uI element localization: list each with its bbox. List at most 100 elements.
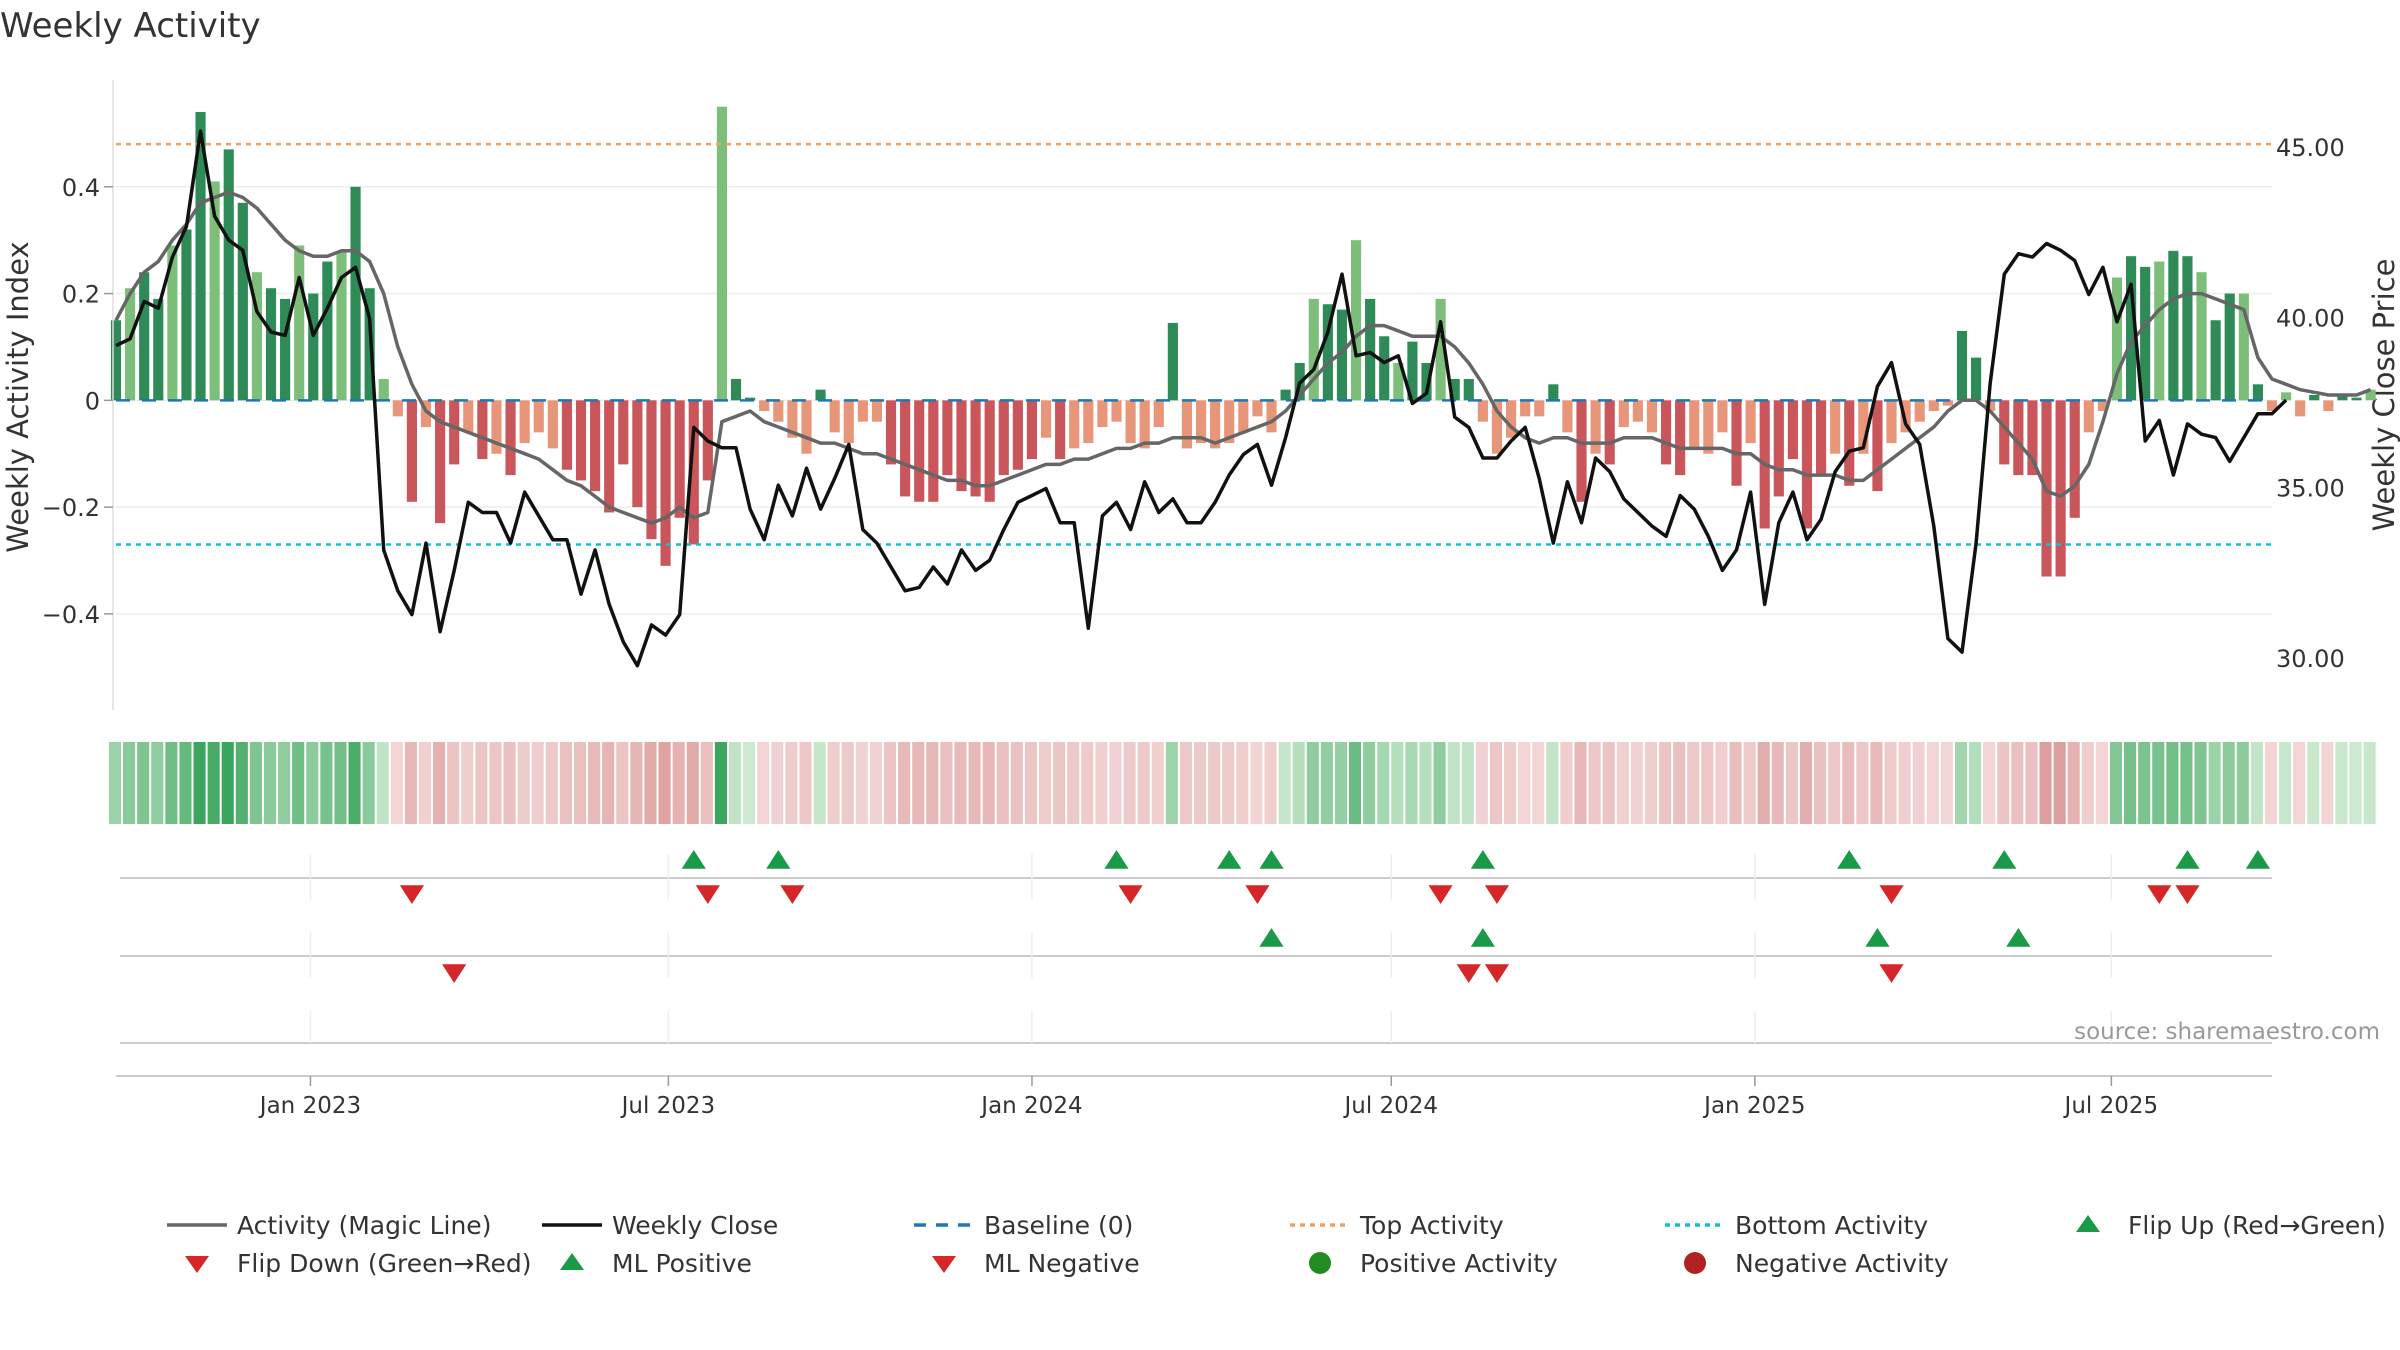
flip-up-marker: [2245, 850, 2271, 869]
activity-bar: [308, 293, 319, 401]
activity-bar: [322, 261, 333, 401]
heat-strip-cell: [1504, 742, 1517, 824]
activity-bar: [378, 378, 389, 401]
activity-heat-strip: [108, 742, 2376, 824]
heat-strip-cell: [1447, 742, 1460, 824]
heat-strip-cell: [2053, 742, 2066, 824]
flip-down-marker: [1428, 885, 1453, 904]
heat-strip-cell: [1799, 742, 1813, 824]
flip-down-marker: [1879, 885, 1904, 904]
activity-bar: [1477, 400, 1488, 422]
activity-bar: [491, 400, 502, 454]
activity-bar: [2266, 400, 2278, 412]
heat-strip-cell: [813, 742, 826, 824]
activity-bar: [1491, 400, 1503, 454]
legend-label: Top Activity: [1359, 1211, 1504, 1240]
heat-strip-cell: [2264, 742, 2278, 824]
activity-bar: [449, 400, 460, 465]
activity-bar: [561, 400, 573, 470]
heat-strip-cell: [1912, 742, 1925, 824]
activity-bar: [1040, 400, 1052, 438]
activity-bar: [477, 400, 488, 460]
flip-up-marker: [681, 850, 706, 869]
activity-bar: [998, 400, 1009, 476]
x-tick-label: Jan 2023: [258, 1093, 361, 1119]
heat-strip-cell: [1236, 742, 1249, 824]
heat-strip-cell: [1208, 742, 1221, 824]
x-tick-label: Jan 2025: [1702, 1093, 1805, 1119]
heat-strip-cell: [2279, 742, 2292, 824]
activity-bar: [1449, 378, 1460, 401]
heat-strip-cell: [207, 742, 220, 824]
activity-bar: [2126, 256, 2137, 401]
activity-bar: [1181, 400, 1193, 449]
heat-strip-cell: [714, 742, 727, 824]
activity-bar: [632, 400, 643, 508]
heat-strip-cell: [1574, 742, 1587, 824]
activity-bar: [2224, 293, 2235, 401]
activity-bar: [590, 400, 601, 492]
heat-strip-cell: [912, 742, 925, 824]
heat-strip-cell: [1419, 742, 1432, 824]
heat-strip-cell: [1461, 742, 1474, 824]
heat-strip-cell: [1715, 742, 1728, 824]
legend-label: Weekly Close: [612, 1211, 778, 1240]
heat-strip-cell: [362, 742, 375, 824]
activity-bar: [2182, 256, 2193, 401]
heat-strip-cell: [588, 742, 601, 824]
activity-bar: [2168, 250, 2179, 401]
activity-bar: [984, 400, 995, 502]
chart-title: Weekly Activity: [0, 6, 261, 46]
heat-strip-cell: [926, 742, 939, 824]
activity-bar: [251, 272, 262, 401]
activity-bar: [1111, 400, 1122, 422]
heat-strip-cell: [489, 742, 502, 824]
heat-strip-cell: [1363, 742, 1376, 824]
heat-strip-cell: [1870, 742, 1883, 824]
activity-bar: [1266, 400, 1277, 433]
activity-bar: [167, 245, 178, 401]
activity-bar: [2295, 400, 2306, 417]
heat-strip-cell: [461, 742, 474, 824]
activity-bar: [1534, 400, 1545, 417]
legend-label: Activity (Magic Line): [237, 1211, 491, 1240]
ml-negative-marker: [1456, 964, 1481, 983]
activity-bar: [1421, 362, 1432, 401]
activity-bar: [1379, 336, 1390, 401]
ml-positive-marker: [2006, 928, 2031, 947]
activity-bar: [1872, 400, 1883, 492]
heat-strip-cell: [249, 742, 262, 824]
heat-strip-cell: [1222, 742, 1235, 824]
heat-strip-cell: [1024, 742, 1037, 824]
activity-bar: [547, 400, 558, 449]
heat-strip-cell: [2321, 742, 2334, 824]
heat-strip-cell: [418, 742, 432, 824]
heat-strip-cell: [1940, 742, 1953, 824]
flip-down-marker: [2175, 885, 2200, 904]
activity-bar: [1914, 400, 1925, 422]
heat-strip-cell: [1518, 742, 1531, 824]
activity-bar: [2351, 397, 2362, 401]
activity-bar: [435, 400, 446, 524]
heat-strip-cell: [686, 742, 699, 824]
heat-strip-cell: [1179, 742, 1192, 824]
heat-strip-cell: [235, 742, 248, 824]
activity-bar: [1985, 400, 1996, 412]
heat-strip-cell: [841, 742, 854, 824]
heat-strip-cell: [193, 742, 206, 824]
activity-bar: [1844, 400, 1855, 486]
heat-strip-cell: [306, 742, 319, 824]
y-right-tick-label: 45.00: [2276, 134, 2345, 162]
heat-strip-cell: [1151, 742, 1164, 824]
activity-bar: [1026, 400, 1038, 460]
activity-bar: [1971, 357, 1982, 401]
heat-strip-cell: [1983, 742, 1996, 824]
legend-label: Baseline (0): [984, 1211, 1133, 1240]
activity-bar: [1999, 400, 2010, 465]
heat-strip-cell: [1081, 742, 1094, 824]
heat-strip-cell: [1067, 742, 1080, 824]
activity-bar: [223, 149, 234, 401]
heat-strip-cell: [1814, 742, 1827, 824]
activity-bar: [2140, 266, 2151, 401]
activity-bar: [1815, 400, 1827, 476]
